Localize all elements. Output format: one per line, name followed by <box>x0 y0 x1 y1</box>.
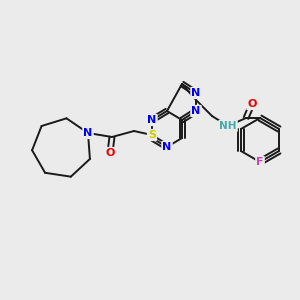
Text: N: N <box>191 88 201 98</box>
Text: N: N <box>147 115 157 125</box>
Text: S: S <box>148 130 156 140</box>
Text: N: N <box>162 142 172 152</box>
Text: N: N <box>83 128 93 138</box>
Text: O: O <box>105 148 115 158</box>
Text: O: O <box>247 99 257 109</box>
Text: F: F <box>256 157 264 167</box>
Text: NH: NH <box>219 121 237 131</box>
Text: N: N <box>191 106 201 116</box>
